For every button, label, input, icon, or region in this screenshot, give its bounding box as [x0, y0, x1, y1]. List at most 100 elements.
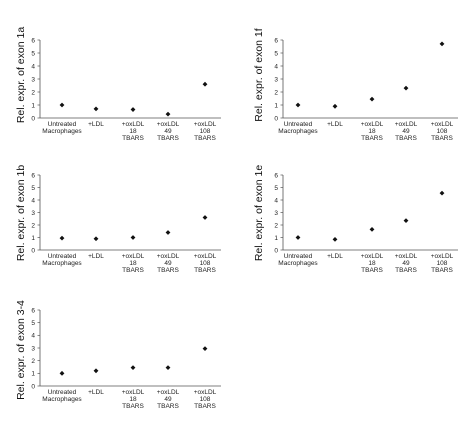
y-tick-label: 0 [31, 247, 35, 254]
x-category-label: 18 [368, 128, 376, 135]
y-tick-label: 2 [274, 222, 278, 229]
x-category-label: 18 [129, 128, 137, 135]
x-category-label: Untreated [284, 253, 313, 260]
y-tick-label: 3 [31, 345, 35, 352]
data-point [332, 103, 338, 109]
y-axis-title: Rel. expr. of exon 1f [253, 28, 265, 121]
x-category-label: +oxLDL [361, 253, 384, 260]
y-tick-label: 1 [31, 235, 35, 242]
y-tick-label: 4 [274, 197, 278, 204]
data-point [369, 96, 375, 102]
y-axis-title: Rel. expr. of exon 1b [15, 165, 27, 261]
x-category-label: Macrophages [278, 260, 318, 267]
y-tick-label: 5 [274, 50, 278, 57]
y-tick-label: 4 [274, 63, 278, 70]
x-category-label: +oxLDL [395, 253, 418, 260]
x-category-label: 108 [200, 396, 211, 403]
data-point [93, 368, 99, 374]
x-category-label: Macrophages [42, 128, 82, 135]
x-category-label: +oxLDL [431, 253, 454, 260]
x-category-label: +LDL [88, 121, 104, 128]
y-axis-title: Rel. expr. of exon 1a [15, 27, 27, 123]
x-category-label: TBARS [157, 403, 179, 410]
x-category-label: TBARS [122, 267, 144, 274]
x-category-label: Untreated [48, 389, 77, 396]
x-category-label: +oxLDL [361, 121, 384, 128]
x-category-label: TBARS [194, 135, 216, 142]
x-category-label: Macrophages [42, 396, 82, 403]
data-point [439, 190, 445, 196]
x-category-label: 18 [129, 260, 137, 267]
x-category-label: TBARS [194, 403, 216, 410]
data-point [369, 226, 375, 232]
x-category-label: +oxLDL [431, 121, 454, 128]
y-tick-label: 2 [31, 222, 35, 229]
x-category-label: Untreated [48, 121, 77, 128]
data-point [165, 365, 171, 371]
data-point [295, 235, 301, 240]
x-category-label: 108 [200, 260, 211, 267]
y-tick-label: 2 [31, 358, 35, 365]
data-point [93, 236, 99, 242]
x-category-label: +oxLDL [157, 121, 180, 128]
y-tick-label: 3 [31, 210, 35, 217]
x-category-label: Macrophages [278, 128, 318, 135]
data-point [130, 235, 136, 240]
data-point [165, 230, 171, 235]
y-tick-label: 2 [274, 89, 278, 96]
data-point [59, 370, 65, 376]
x-category-label: +LDL [327, 121, 343, 128]
x-category-label: 108 [200, 128, 211, 135]
y-axis-title: Rel. expr. of exon 1e [253, 165, 265, 261]
x-category-label: 49 [402, 128, 410, 135]
x-category-label: TBARS [395, 267, 417, 274]
data-point [332, 236, 338, 242]
x-category-label: +oxLDL [157, 389, 180, 396]
x-category-label: +LDL [327, 253, 343, 260]
x-category-label: TBARS [122, 135, 144, 142]
x-category-label: +LDL [88, 389, 104, 396]
x-category-label: +LDL [88, 253, 104, 260]
y-tick-label: 6 [274, 37, 278, 44]
data-point [403, 85, 409, 91]
y-tick-label: 0 [274, 247, 278, 254]
y-tick-label: 1 [274, 102, 278, 109]
y-tick-label: 4 [31, 197, 35, 204]
x-category-label: 108 [437, 260, 448, 267]
y-tick-label: 5 [31, 320, 35, 327]
x-category-label: +oxLDL [122, 121, 145, 128]
y-tick-label: 0 [274, 115, 278, 122]
x-category-label: TBARS [361, 267, 383, 274]
y-tick-label: 6 [31, 307, 35, 314]
y-tick-label: 1 [31, 371, 35, 378]
x-category-label: +oxLDL [194, 389, 217, 396]
y-tick-label: 0 [31, 115, 35, 122]
y-tick-label: 5 [31, 185, 35, 192]
y-tick-label: 5 [31, 50, 35, 57]
x-category-label: TBARS [194, 267, 216, 274]
data-point [295, 102, 301, 108]
y-tick-label: 5 [274, 185, 278, 192]
y-tick-label: 1 [31, 102, 35, 109]
y-tick-label: 3 [274, 76, 278, 83]
y-tick-label: 3 [31, 76, 35, 83]
x-category-label: TBARS [431, 135, 453, 142]
y-tick-label: 2 [31, 89, 35, 96]
data-point [130, 107, 136, 112]
x-category-label: TBARS [395, 135, 417, 142]
x-category-label: +oxLDL [395, 121, 418, 128]
x-category-label: 18 [368, 260, 376, 267]
data-point [202, 215, 208, 220]
x-category-label: +oxLDL [122, 253, 145, 260]
y-tick-label: 4 [31, 333, 35, 340]
data-point [165, 111, 171, 117]
data-point [202, 346, 208, 352]
x-category-label: TBARS [157, 135, 179, 142]
x-category-label: +oxLDL [194, 121, 217, 128]
